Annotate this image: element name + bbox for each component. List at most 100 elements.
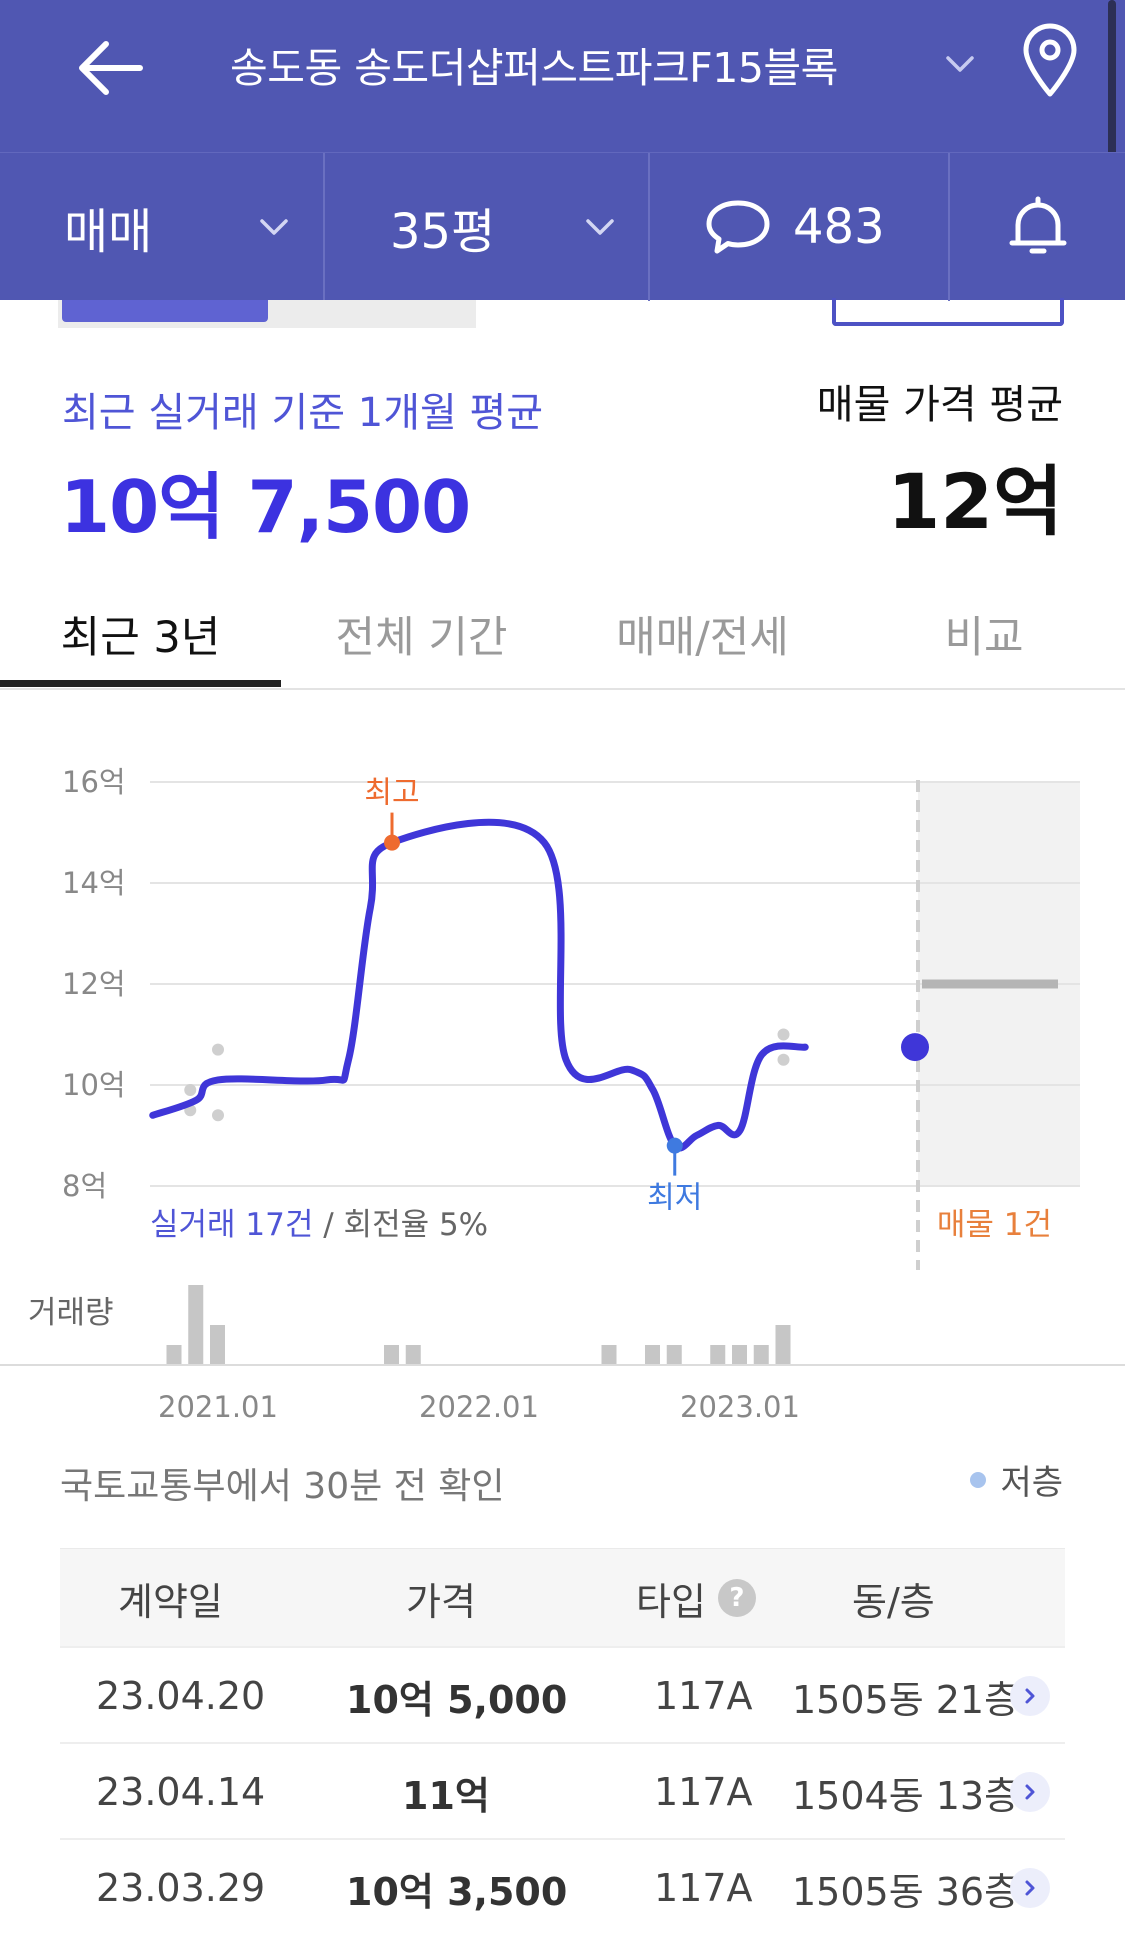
volume-bar — [166, 1345, 182, 1365]
app-header: 송도동 송도더샵퍼스트파크F15블록 — [0, 0, 1125, 152]
legend-dot — [970, 1471, 987, 1488]
transaction-dot — [777, 1028, 790, 1041]
table-header: 계약일 가격 타입 ? 동/층 — [60, 1548, 1065, 1646]
current-price-point[interactable] — [901, 1033, 929, 1062]
volume-bar — [732, 1345, 747, 1365]
transaction-dot — [212, 1109, 224, 1122]
high-marker-point — [384, 834, 400, 851]
filter-bar: 매매 35평 483 — [0, 152, 1125, 301]
y-tick-label: 12억 — [62, 967, 126, 1001]
chevron-down-icon — [946, 56, 974, 72]
cell-type: 117A — [654, 1770, 753, 1814]
deal-type-label: 매매 — [64, 204, 153, 260]
bell-icon — [1009, 196, 1067, 254]
y-tick-label: 8억 — [62, 1169, 107, 1203]
tab-recent-3-years[interactable]: 최근 3년 — [60, 613, 221, 663]
y-tick-label: 10억 — [62, 1068, 126, 1102]
turnover-rate: / 회전율 5% — [313, 1207, 488, 1243]
tab-compare[interactable]: 비교 — [944, 613, 1024, 663]
cell-price: 11억 — [402, 1773, 490, 1818]
listing-average-label: 매물 가격 평균 — [816, 382, 1063, 428]
cell-unit: 1505동 36층 — [792, 1869, 1020, 1914]
arrow-left-icon — [79, 41, 143, 95]
transaction-dot — [212, 1043, 224, 1056]
active-tab-indicator — [0, 680, 281, 687]
volume-bar — [645, 1345, 660, 1365]
transaction-table: 계약일 가격 타입 ? 동/층 23.04.20 10억 5,000 117A … — [60, 1548, 1065, 1933]
transaction-count-text: 실거래 17건 / 회전율 5% — [150, 1207, 488, 1243]
cell-price: 10억 5,000 — [346, 1677, 568, 1722]
chevron-right-icon — [1025, 1784, 1035, 1800]
row-detail-button[interactable] — [1010, 1772, 1050, 1812]
cell-unit: 1505동 21층 — [792, 1677, 1020, 1722]
low-label: 최저 — [647, 1181, 702, 1216]
page-title[interactable]: 송도동 송도더샵퍼스트파크F15블록 — [230, 44, 838, 92]
cell-date: 23.04.20 — [96, 1674, 266, 1718]
x-tick-label: 2021.01 — [158, 1390, 278, 1424]
cell-unit: 1504동 13층 — [792, 1773, 1020, 1818]
header-contract-date: 계약일 — [118, 1579, 223, 1624]
chevron-down-icon — [586, 219, 614, 235]
y-tick-label: 16억 — [62, 765, 126, 799]
low-marker-point — [666, 1137, 683, 1154]
title-dropdown-button[interactable] — [940, 44, 980, 84]
data-source-note: 국토교통부에서 30분 전 확인 — [60, 1466, 505, 1507]
table-row[interactable]: 23.04.20 10억 5,000 117A 1505동 21층 — [60, 1646, 1065, 1742]
listing-count: 매물 1건 — [937, 1207, 1052, 1243]
filter-divider — [648, 153, 650, 301]
transaction-dot — [184, 1084, 197, 1097]
cell-date: 23.03.29 — [96, 1866, 266, 1910]
volume-bar — [384, 1345, 399, 1365]
x-tick-label: 2022.01 — [419, 1390, 539, 1424]
size-label: 35평 — [390, 204, 496, 260]
tab-sale-jeonse[interactable]: 매매/전세 — [616, 613, 789, 663]
header-type-label: 타입 — [636, 1579, 706, 1624]
legend-label: 저층 — [1000, 1463, 1063, 1503]
comment-count: 483 — [793, 199, 885, 255]
location-button[interactable] — [1020, 22, 1080, 102]
volume-bar — [188, 1285, 204, 1365]
row-detail-button[interactable] — [1010, 1676, 1050, 1716]
deal-type-selector[interactable]: 매매 — [64, 153, 152, 301]
segment-active[interactable] — [62, 300, 268, 322]
listing-average-price: 12억 — [887, 457, 1063, 546]
back-button[interactable] — [70, 28, 150, 108]
table-row[interactable]: 23.03.29 10억 3,500 117A 1505동 36층 — [60, 1838, 1065, 1933]
volume-bar — [666, 1345, 682, 1365]
volume-label: 거래량 — [28, 1295, 114, 1331]
recent-average-label: 최근 실거래 기준 1개월 평균 — [62, 390, 544, 436]
map-pin-icon — [1023, 23, 1077, 97]
recent-average-price: 10억 7,500 — [60, 465, 471, 549]
question-circle-icon[interactable]: ? — [717, 1579, 756, 1617]
header-price: 가격 — [406, 1579, 476, 1624]
size-selector[interactable]: 35평 — [390, 153, 495, 301]
chevron-right-icon — [1025, 1880, 1035, 1896]
alert-button[interactable] — [1008, 153, 1068, 301]
y-tick-label: 14억 — [62, 866, 126, 900]
filter-divider — [323, 153, 325, 301]
cell-type: 117A — [654, 1674, 753, 1718]
tab-all-period[interactable]: 전체 기간 — [335, 613, 508, 663]
speech-bubble-icon — [706, 200, 770, 254]
transaction-count: 실거래 17건 — [150, 1207, 313, 1243]
cell-price: 10억 3,500 — [346, 1869, 568, 1914]
header-building-floor: 동/층 — [852, 1579, 935, 1624]
chevron-right-icon — [1025, 1688, 1035, 1704]
volume-bar — [753, 1345, 769, 1365]
comments-button[interactable]: 483 — [705, 153, 885, 301]
outlined-button[interactable] — [832, 298, 1064, 326]
filter-divider — [948, 153, 950, 301]
transaction-dot — [777, 1053, 790, 1066]
table-row[interactable]: 23.04.14 11억 117A 1504동 13층 — [60, 1742, 1065, 1838]
volume-bar — [775, 1325, 791, 1365]
period-tabs: 최근 3년 전체 기간 매매/전세 비교 — [0, 580, 1125, 690]
legend-low-floor: 저층 — [970, 1455, 1063, 1504]
chevron-down-icon — [260, 219, 288, 235]
scrollbar[interactable] — [1108, 0, 1116, 178]
x-tick-label: 2023.01 — [680, 1390, 800, 1424]
row-detail-button[interactable] — [1010, 1868, 1050, 1908]
high-label: 최고 — [364, 776, 419, 811]
cell-date: 23.04.14 — [96, 1770, 266, 1814]
price-line — [149, 818, 809, 1152]
